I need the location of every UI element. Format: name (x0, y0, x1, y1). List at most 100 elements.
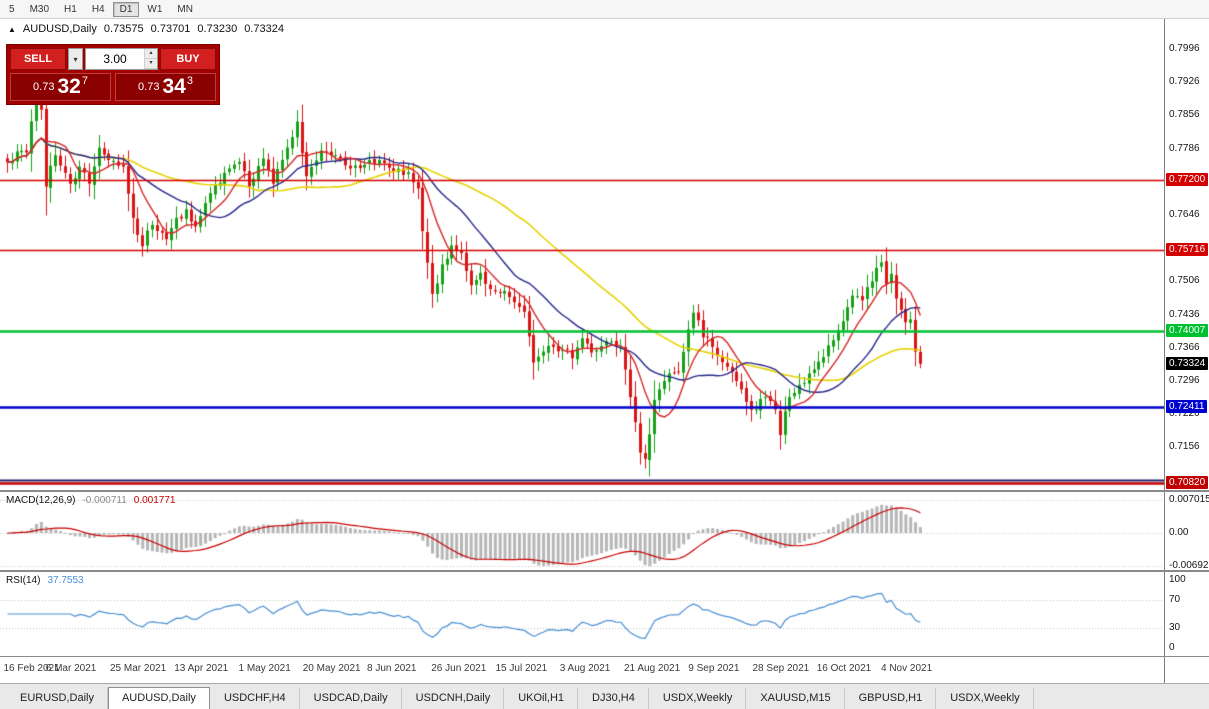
chart-tab[interactable]: DJ30,H4 (578, 687, 649, 709)
price-axis-tick: 0.7856 (1169, 109, 1200, 121)
timeframe-button-d1[interactable]: D1 (112, 1, 140, 17)
date-tick-label: 26 Jun 2021 (431, 663, 487, 674)
chart-tab[interactable]: USDCAD,Daily (300, 687, 402, 709)
chart-tab[interactable]: GBPUSD,H1 (845, 687, 937, 709)
date-tick-label: 16 Oct 2021 (816, 663, 872, 674)
price-axis-tick: 0.7786 (1169, 142, 1200, 154)
rsi-axis-tick: 0 (1169, 642, 1175, 653)
price-level-label: 0.72411 (1166, 400, 1208, 414)
volume-spinner: ▴ ▾ (144, 49, 157, 69)
macd-canvas[interactable] (0, 492, 1164, 570)
ohlc-open-value: 0.73575 (103, 23, 144, 35)
chart-symbol-label: AUDUSD,Daily (22, 23, 97, 35)
chart-tab[interactable]: XAUUSD,M15 (746, 687, 845, 709)
date-tick-label: 1 May 2021 (238, 663, 291, 674)
ohlc-close-value: 0.73324 (244, 23, 284, 35)
date-tick-label: 28 Sep 2021 (752, 663, 810, 674)
price-axis-tick: 0.7366 (1169, 341, 1200, 353)
price-axis-tick: 0.7996 (1169, 43, 1200, 54)
rsi-value: 37.7553 (47, 575, 84, 586)
date-tick-label: 25 Mar 2021 (110, 663, 167, 674)
price-axis-tick: 0.7436 (1169, 308, 1200, 320)
price-chart-panel: ▲ AUDUSD,Daily 0.73575 0.73701 0.73230 0… (0, 19, 1209, 490)
date-tick-label: 15 Jul 2021 (495, 663, 548, 674)
sell-price-display[interactable]: 0.73 32 7 (10, 73, 111, 101)
macd-axis-tick: 0.00 (1169, 527, 1189, 538)
price-axis-tick: 0.7506 (1169, 275, 1200, 287)
date-tick-label: 4 Nov 2021 (881, 663, 933, 674)
date-tick-label: 8 Jun 2021 (367, 663, 417, 674)
buy-price-big: 34 (162, 75, 186, 98)
sell-button[interactable]: SELL (10, 48, 66, 70)
macd-main-value: -0.000711 (82, 495, 127, 506)
chart-tab[interactable]: USDCHF,H4 (210, 687, 300, 709)
panel-separator[interactable] (0, 570, 1209, 572)
price-level-label: 0.75716 (1166, 243, 1209, 257)
price-level-label: 0.77200 (1166, 172, 1209, 186)
sell-price-prefix: 0.73 (33, 81, 55, 93)
macd-indicator-panel: MACD(12,26,9) -0.000711 0.001771 0.00701… (0, 492, 1209, 571)
macd-header: MACD(12,26,9) -0.000711 0.001771 (6, 495, 175, 506)
price-axis-tick: 0.7926 (1169, 76, 1200, 88)
macd-title: MACD(12,26,9) (6, 495, 76, 506)
chart-tab[interactable]: USDX,Weekly (649, 687, 747, 709)
chart-tab[interactable]: EURUSD,Daily (6, 687, 108, 709)
chart-tab[interactable]: UKOil,H1 (504, 687, 579, 709)
axis-corner (1164, 657, 1209, 683)
chart-tabs-bar: EURUSD,Daily AUDUSD,Daily USDCHF,H4 USDCAD,… (0, 683, 1209, 709)
volume-field-wrap: ▴ ▾ (85, 48, 158, 70)
buy-price-prefix: 0.73 (138, 81, 160, 93)
macd-axis[interactable]: 0.007015 0.00 -0.006923 (1164, 492, 1209, 571)
volume-decrease-button[interactable]: ▾ (145, 59, 157, 69)
chart-tab[interactable]: USDCNH,Daily (402, 687, 505, 709)
timeframe-button-h1[interactable]: H1 (57, 2, 84, 17)
macd-signal-value: 0.001771 (133, 495, 176, 506)
date-tick-label: 13 Apr 2021 (174, 663, 229, 674)
current-price-label: 0.73324 (1166, 356, 1209, 370)
timeframe-button-m30[interactable]: M30 (23, 2, 56, 17)
ohlc-high-value: 0.73701 (150, 23, 191, 35)
rsi-axis-tick: 70 (1169, 594, 1181, 606)
chart-ohlc-header: ▲ AUDUSD,Daily 0.73575 0.73701 0.73230 0… (8, 23, 284, 36)
one-click-trading-panel: SELL ▾ ▴ ▾ BUY 0.73 32 7 0.7 (6, 44, 220, 105)
date-tick-label: 6 Mar 2021 (45, 663, 97, 674)
panel-separator[interactable] (0, 656, 1209, 657)
buy-price-display[interactable]: 0.73 34 3 (115, 73, 216, 101)
timeframe-button-w1[interactable]: W1 (140, 2, 169, 17)
buy-price-pip: 3 (186, 75, 193, 87)
date-tick-label: 21 Aug 2021 (624, 663, 681, 674)
chart-collapse-icon[interactable]: ▲ (8, 25, 16, 34)
macd-axis-tick: -0.006923 (1169, 559, 1209, 571)
date-tick-label: 20 May 2021 (302, 663, 361, 674)
volume-input[interactable] (86, 49, 144, 69)
price-axis[interactable]: 0.7996 0.7926 0.7856 0.7786 0.7646 0.7506 0.74… (1164, 19, 1209, 490)
date-tick-label: 16 Feb 2021 (3, 663, 60, 674)
date-tick-label: 3 Aug 2021 (559, 663, 611, 674)
timeframe-button-mn[interactable]: MN (170, 2, 200, 17)
rsi-canvas[interactable] (0, 572, 1164, 656)
price-axis-tick: 0.7156 (1169, 441, 1200, 453)
date-axis[interactable]: 16 Feb 2021 6 Mar 2021 25 Mar 2021 13 Apr 2… (0, 657, 1209, 683)
rsi-axis-tick: 100 (1169, 574, 1186, 585)
sell-price-big: 32 (57, 75, 81, 98)
price-level-label: 0.74007 (1166, 324, 1209, 338)
timeframe-button-5[interactable]: 5 (2, 2, 22, 17)
timeframe-button-h4[interactable]: H4 (85, 2, 112, 17)
price-axis-tick: 0.7296 (1169, 375, 1200, 386)
chart-tab[interactable]: USDX,Weekly (936, 687, 1034, 709)
volume-dropdown-button[interactable]: ▾ (68, 48, 83, 70)
timeframe-toolbar: 5 M30 H1 H4 D1 W1 MN (0, 0, 1209, 19)
volume-increase-button[interactable]: ▴ (145, 49, 157, 59)
rsi-title: RSI(14) (6, 575, 41, 586)
price-level-label: 0.70820 (1166, 475, 1209, 489)
ohlc-low-value: 0.73230 (197, 23, 238, 35)
rsi-axis[interactable]: 100 70 30 0 (1164, 572, 1209, 656)
chart-tab[interactable]: AUDUSD,Daily (107, 687, 210, 709)
rsi-axis-tick: 30 (1169, 621, 1181, 633)
sell-price-pip: 7 (81, 75, 88, 87)
panel-separator[interactable] (0, 490, 1209, 492)
price-axis-tick: 0.7226 (1169, 408, 1200, 420)
rsi-indicator-panel: RSI(14) 37.7553 100 70 30 0 (0, 572, 1209, 656)
buy-button[interactable]: BUY (160, 48, 216, 70)
